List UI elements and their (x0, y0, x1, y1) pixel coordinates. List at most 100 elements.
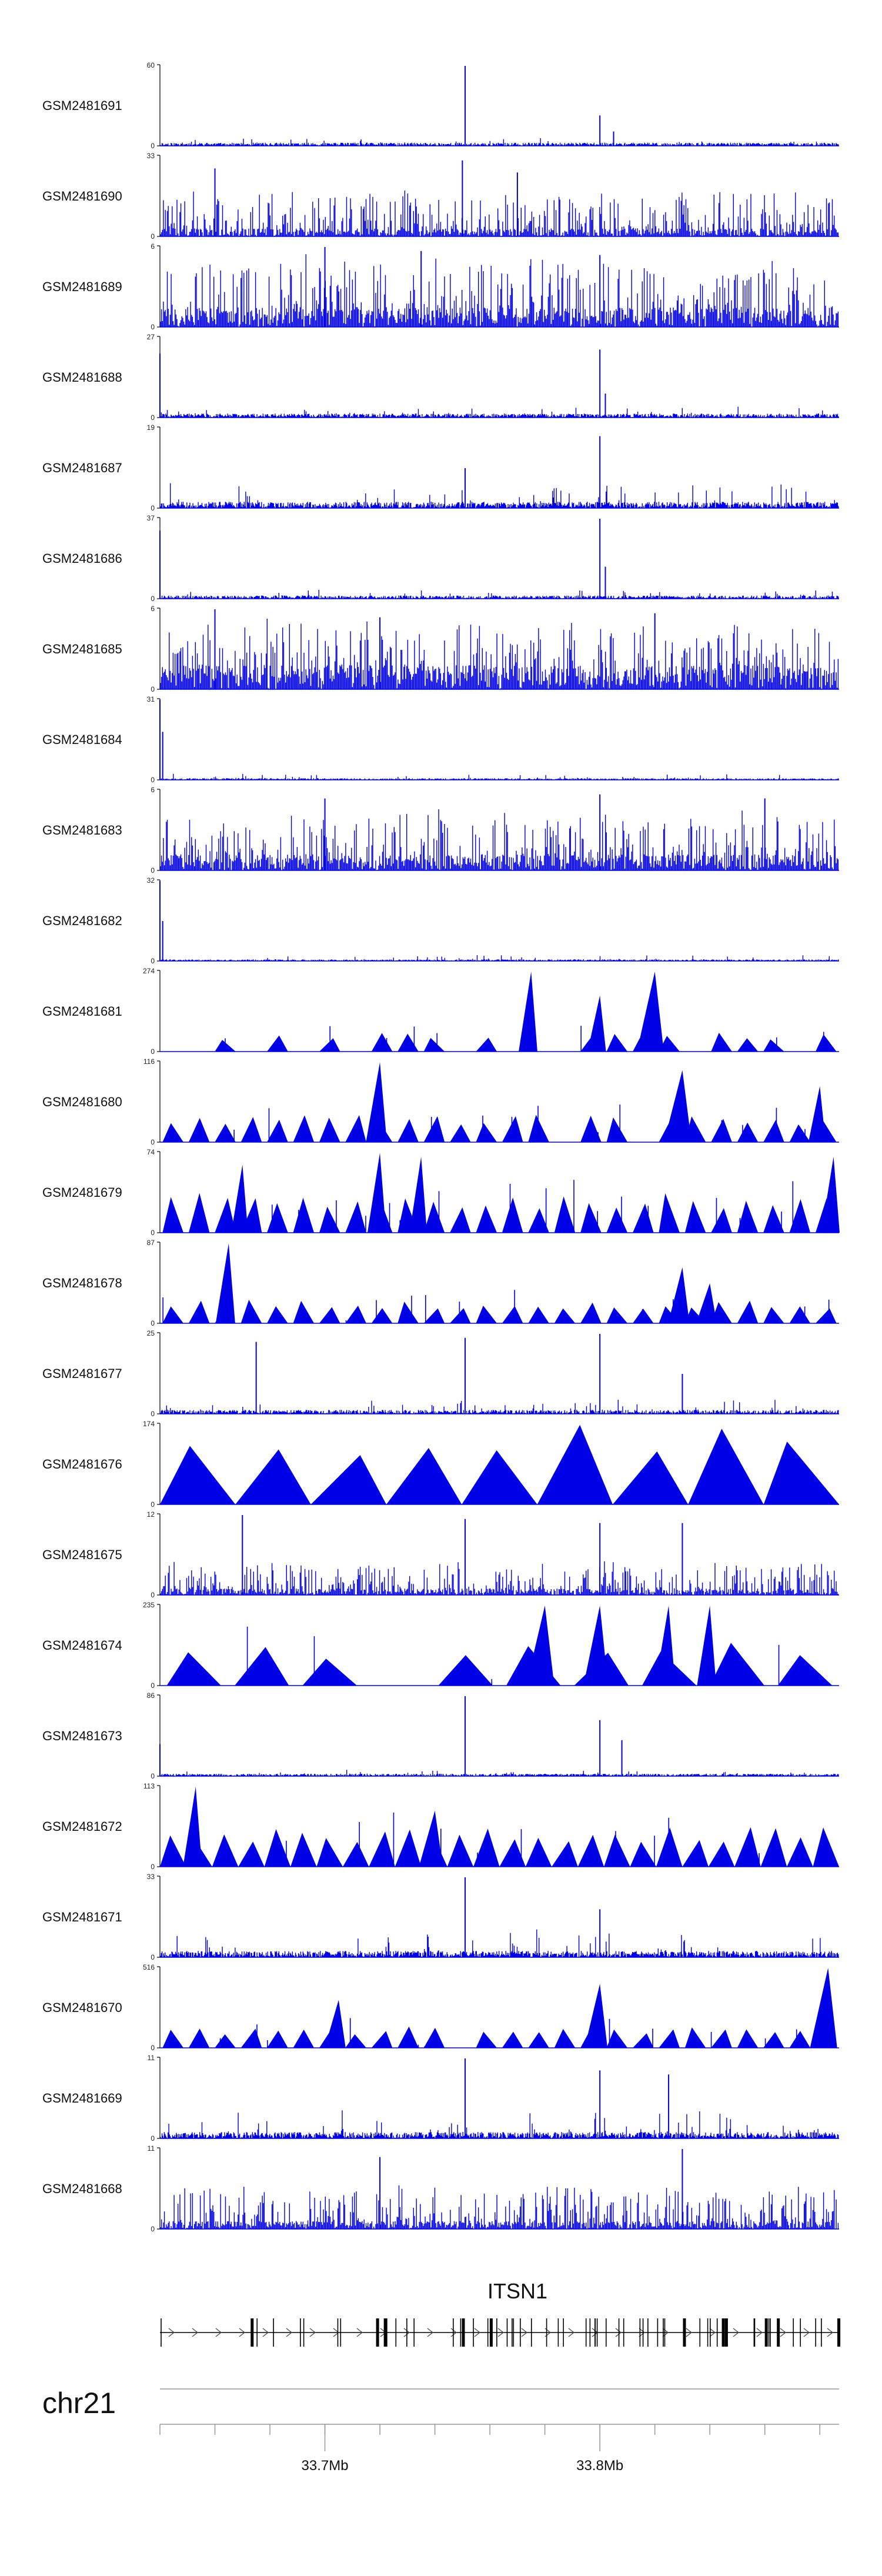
y-zero-label: 0 (151, 413, 155, 422)
gene-exon (489, 2318, 493, 2347)
coverage-triangle (577, 1834, 604, 1867)
coverage-triangle (343, 1841, 369, 1867)
coverage-signal (160, 2110, 839, 2138)
track-GSM2481678: GSM2481678 87 0 (42, 1239, 839, 1327)
strand-arrow (215, 2328, 222, 2337)
gene-exon (557, 2318, 559, 2347)
coverage-triangle (397, 1033, 419, 1052)
coverage-peak (664, 1070, 691, 1142)
coverage-triangle (528, 1208, 549, 1233)
coverage-triangle (293, 1197, 315, 1233)
gene-exon (496, 2318, 497, 2347)
coverage-signal (160, 1400, 839, 1414)
coverage-triangle (580, 1116, 602, 1142)
strand-arrow (333, 2328, 339, 2337)
coverage-peak (215, 1243, 235, 1323)
gene-exon (256, 2318, 258, 2347)
coverage-triangle (473, 1828, 500, 1867)
strand-arrow (780, 2328, 786, 2337)
y-zero-label: 0 (151, 776, 155, 784)
coverage-triangle (450, 1124, 471, 1142)
gene-exon (684, 2318, 686, 2347)
gene-exon (460, 2318, 462, 2347)
chromosome-axis: chr21 33.7Mb 33.8Mb (42, 2387, 839, 2474)
coverage-triangle (816, 1308, 837, 1323)
coverage-triangle (267, 1203, 288, 1233)
coverage-signal (160, 619, 839, 689)
track-GSM2481671: GSM2481671 33 0 (42, 1873, 839, 1961)
coverage-triangle (763, 1442, 839, 1504)
coverage-triangle (240, 1300, 262, 1323)
gene-exon (250, 2318, 254, 2347)
y-zero-label: 0 (151, 142, 155, 150)
coverage-triangle (395, 1829, 422, 1867)
coverage-triangle (502, 2031, 523, 2048)
coverage-triangle (371, 2031, 393, 2048)
coverage-triangle (778, 1655, 833, 1686)
track-GSM2481677: GSM2481677 25 0 (42, 1329, 839, 1418)
coverage-peak (368, 1153, 386, 1233)
coverage-triangle (423, 1202, 445, 1233)
strand-arrow (827, 2328, 833, 2337)
strand-arrow (709, 2328, 716, 2337)
track-GSM2481679: GSM2481679 74 0 (42, 1148, 840, 1237)
coverage-peak (587, 995, 606, 1052)
coverage-triangle (397, 1119, 419, 1142)
y-zero-label: 0 (151, 2044, 155, 2052)
position-tick-label: 33.7Mb (302, 2458, 349, 2474)
y-zero-label: 0 (151, 1500, 155, 1509)
track-label: GSM2481682 (42, 913, 122, 928)
gene-exon (721, 2318, 725, 2347)
gene-exon (589, 2318, 591, 2347)
y-zero-label: 0 (151, 1047, 155, 1056)
coverage-triangle (789, 1306, 811, 1323)
y-max-label: 27 (147, 333, 155, 341)
coverage-triangle (688, 1429, 764, 1504)
coverage-triangle (345, 1306, 366, 1323)
gene-exon (161, 2318, 162, 2347)
track-GSM2481686: GSM2481686 37 0 (42, 514, 839, 603)
coverage-triangle (580, 1302, 602, 1323)
y-zero-label: 0 (151, 1681, 155, 1690)
y-max-label: 32 (147, 876, 155, 885)
coverage-triangle (212, 1834, 239, 1867)
coverage-triangle (763, 1120, 784, 1142)
gene-exon (383, 2318, 385, 2347)
y-max-label: 6 (151, 605, 155, 613)
y-zero-label: 0 (151, 1863, 155, 1871)
strand-arrow (168, 2328, 175, 2337)
coverage-triangle (737, 2029, 759, 2048)
coverage-peak (419, 1810, 443, 1867)
coverage-triangle (423, 1037, 445, 1052)
strand-arrow (521, 2328, 527, 2337)
gene-exon (512, 2318, 513, 2347)
strand-arrow (427, 2328, 433, 2337)
coverage-peak (668, 1267, 690, 1323)
coverage-triangle (162, 1197, 183, 1233)
gene-exon (699, 2318, 701, 2347)
track-label: GSM2481673 (42, 1729, 122, 1743)
coverage-triangle (397, 1302, 419, 1323)
coverage-triangle (528, 2032, 549, 2048)
coverage-triangle (423, 2027, 445, 2048)
coverage-triangle (267, 2030, 288, 2048)
strand-arrow (497, 2328, 504, 2337)
gene-exon (563, 2318, 564, 2347)
track-label: GSM2481683 (42, 823, 122, 837)
gene-exon (821, 2318, 822, 2347)
track-label: GSM2481688 (42, 370, 122, 385)
y-zero-label: 0 (151, 1410, 155, 1418)
coverage-triangle (554, 2028, 576, 2048)
track-label: GSM2481677 (42, 1366, 122, 1381)
coverage-triangle (606, 1034, 628, 1052)
track-label: GSM2481671 (42, 1910, 122, 1924)
coverage-triangle (789, 1199, 811, 1233)
coverage-triangle (528, 1306, 549, 1323)
track-GSM2481676: GSM2481676 174 0 (42, 1420, 839, 1509)
gene-exon (837, 2318, 841, 2347)
coverage-triangle (499, 1839, 526, 1867)
gene-exon (413, 2318, 415, 2347)
strand-arrow (686, 2328, 692, 2337)
track-GSM2481683: GSM2481683 6 0 (42, 786, 839, 875)
